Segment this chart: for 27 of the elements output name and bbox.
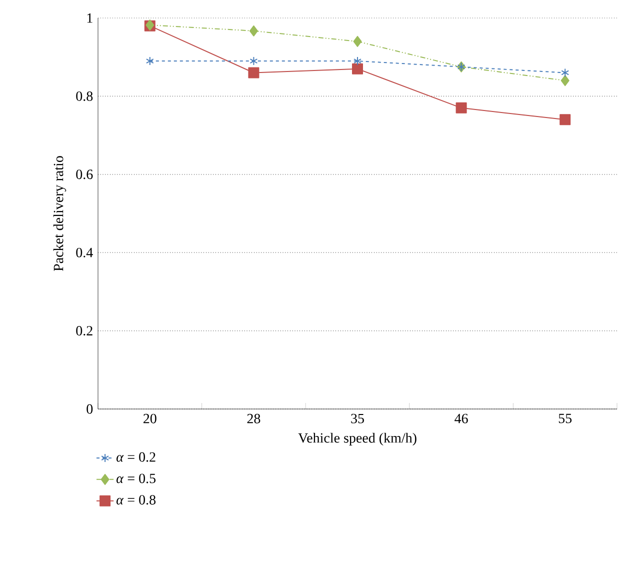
y-tick-label: 0.6 xyxy=(76,170,93,180)
y-tick-label: 0 xyxy=(86,404,93,414)
point xyxy=(560,75,570,86)
x-tick-label: 55 xyxy=(558,414,572,424)
y-tick-label: 0.4 xyxy=(76,248,93,258)
legend-label: α = 0.8 xyxy=(116,495,156,505)
legend-label: α = 0.2 xyxy=(116,452,156,462)
point xyxy=(146,56,154,66)
x-tick-label: 20 xyxy=(144,414,156,424)
point xyxy=(248,67,260,78)
point xyxy=(249,25,258,36)
legend-label: α = 0.5 xyxy=(116,474,156,484)
y-axis-title: Packet delivery ratio xyxy=(53,156,66,272)
x-axis-title: Vehicle speed (km/h) xyxy=(298,432,416,446)
x-tick-label: 28 xyxy=(247,414,260,424)
point xyxy=(560,114,571,126)
point xyxy=(354,56,362,66)
point xyxy=(353,36,362,47)
point xyxy=(250,56,258,66)
x-tick-label: 46 xyxy=(454,414,468,424)
point xyxy=(561,68,570,78)
point xyxy=(352,63,364,74)
y-tick-label: 1 xyxy=(87,13,92,23)
y-tick-label: 0.2 xyxy=(76,326,92,336)
point xyxy=(456,102,467,114)
y-tick-label: 0.8 xyxy=(76,91,93,101)
x-tick-label: 35 xyxy=(351,414,364,424)
